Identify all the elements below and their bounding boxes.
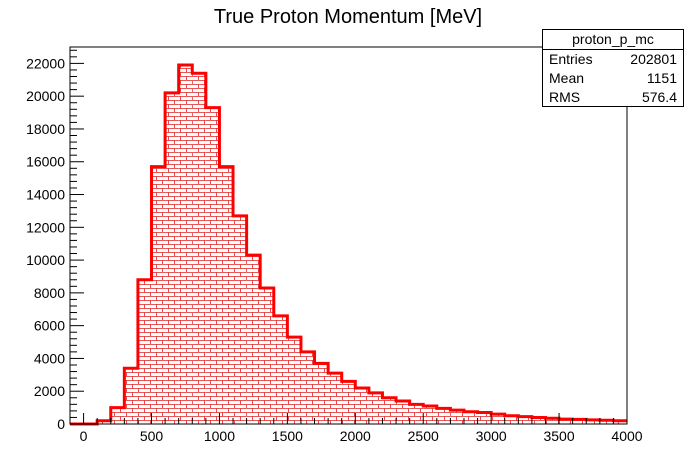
histogram-bin xyxy=(396,401,410,424)
x-tick-label: 500 xyxy=(140,428,164,444)
x-tick-label: 1000 xyxy=(204,428,235,444)
histogram-bin xyxy=(110,407,125,424)
histogram-bin xyxy=(273,315,288,424)
y-tick-label: 16000 xyxy=(26,154,65,170)
histogram-bin xyxy=(382,397,397,424)
histogram-bin xyxy=(192,73,206,425)
histogram-bin xyxy=(205,107,220,424)
stats-label: Entries xyxy=(549,51,593,67)
histogram-bin xyxy=(613,420,627,424)
plot-frame-border xyxy=(69,46,628,425)
stats-label: Mean xyxy=(549,70,585,86)
histogram-bin xyxy=(260,287,274,424)
histogram-bin xyxy=(328,373,342,424)
histogram-bin xyxy=(599,420,614,424)
chart-title: True Proton Momentum [MeV] xyxy=(213,6,483,28)
y-tick-label: 12000 xyxy=(26,219,65,235)
histogram-bin xyxy=(178,65,193,425)
histogram-bin xyxy=(409,404,424,424)
x-tick-label: 1500 xyxy=(272,428,303,444)
histogram-bin xyxy=(423,405,437,424)
histogram-bin xyxy=(124,368,138,424)
histogram-bin xyxy=(300,351,315,424)
histogram-bin xyxy=(151,166,166,424)
stats-box: proton_p_mc Entries 202801 Mean 1151 RMS… xyxy=(542,29,684,107)
histogram-bin xyxy=(463,411,478,424)
y-tick-label: 10000 xyxy=(26,252,65,268)
stats-value: 1151 xyxy=(646,70,677,86)
x-tick-label: 3000 xyxy=(476,428,507,444)
histogram-bin xyxy=(233,215,247,424)
y-tick-label: 8000 xyxy=(34,285,65,301)
stats-row-rms: RMS 576.4 xyxy=(543,88,683,107)
stats-value: 202801 xyxy=(630,51,677,67)
y-tick-label: 6000 xyxy=(34,318,65,334)
histogram-bin xyxy=(165,92,179,424)
y-tick-label: 18000 xyxy=(26,121,65,137)
x-tick-label: 0 xyxy=(80,428,88,444)
y-tick-label: 20000 xyxy=(26,88,65,104)
y-tick-label: 22000 xyxy=(26,55,65,71)
histogram-bin xyxy=(341,381,356,424)
histogram-bin xyxy=(491,414,505,424)
histogram-bin xyxy=(531,417,546,424)
x-tick-label: 4000 xyxy=(611,428,642,444)
x-tick-label: 2500 xyxy=(408,428,439,444)
histogram-bin xyxy=(314,363,329,424)
histogram-bin xyxy=(586,419,600,424)
histogram-bin xyxy=(545,418,560,424)
histogram-bin xyxy=(137,279,152,424)
histogram-bin xyxy=(246,255,261,424)
histogram-bin xyxy=(450,410,464,424)
y-tick-label: 2000 xyxy=(34,383,65,399)
histogram-bin xyxy=(287,337,301,424)
histogram-bins xyxy=(97,65,627,425)
x-tick-label: 2000 xyxy=(340,428,371,444)
histogram-bin xyxy=(97,420,111,424)
stats-value: 576.4 xyxy=(641,89,677,105)
histogram-bin xyxy=(219,166,234,424)
histogram-bin xyxy=(559,419,573,424)
histogram-bin xyxy=(368,392,383,424)
histogram-bin xyxy=(518,416,532,424)
histogram-bin xyxy=(572,419,587,424)
y-tick-label: 0 xyxy=(57,416,65,432)
stats-row-mean: Mean 1151 xyxy=(543,69,683,88)
histogram-outline xyxy=(70,63,627,426)
plot-frame: 0 500 1000 1500 2000 2500 3000 3500 4000 0 2000 400… xyxy=(26,46,643,444)
histogram-bin xyxy=(504,415,519,424)
histogram-bin xyxy=(477,412,492,424)
x-tick-label: 3500 xyxy=(543,428,574,444)
histogram-bin xyxy=(355,387,369,424)
y-tick-label: 4000 xyxy=(34,350,65,366)
y-tick-label: 14000 xyxy=(26,187,65,203)
histogram-bin xyxy=(436,408,451,424)
stats-row-entries: Entries 202801 xyxy=(543,50,683,69)
stats-label: RMS xyxy=(549,89,581,105)
stats-histogram-name: proton_p_mc xyxy=(543,30,683,50)
